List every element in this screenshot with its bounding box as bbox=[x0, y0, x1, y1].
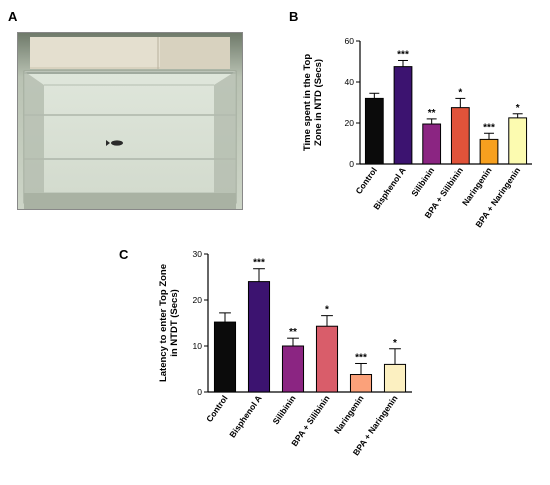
x-tick-label: Silibinin bbox=[270, 393, 297, 426]
y-tick-label: 30 bbox=[193, 249, 203, 259]
y-axis-label: Latency to enter Top Zonein NTDT (Secs) bbox=[158, 264, 180, 382]
bar bbox=[349, 374, 373, 393]
y-tick-label: 20 bbox=[193, 295, 203, 305]
bar bbox=[247, 281, 271, 393]
y-axis-label: Time spent in the TopZone in NTD (Secs) bbox=[302, 54, 324, 151]
bar bbox=[281, 345, 305, 393]
significance-label: *** bbox=[355, 352, 367, 363]
significance-label: * bbox=[458, 87, 462, 98]
y-tick-label: 60 bbox=[345, 36, 355, 46]
novel-tank-photo bbox=[17, 32, 243, 210]
bar bbox=[393, 66, 413, 165]
bar bbox=[213, 321, 237, 393]
significance-label: *** bbox=[483, 122, 495, 133]
significance-label: ** bbox=[428, 108, 436, 119]
novel-tank-illustration bbox=[18, 33, 242, 209]
bar bbox=[383, 363, 407, 393]
bar bbox=[422, 123, 442, 165]
fish-shape bbox=[111, 140, 123, 146]
bar bbox=[450, 107, 470, 165]
y-tick-label: 0 bbox=[349, 159, 354, 169]
chart-b: 0 20 40 60 Time spent in the TopZone in NTD … bbox=[302, 36, 532, 229]
significance-label: * bbox=[325, 305, 329, 316]
x-tick-label: Silibinin bbox=[409, 165, 436, 198]
significance-label: ** bbox=[289, 327, 297, 338]
bar bbox=[315, 325, 339, 393]
y-tick-label: 40 bbox=[345, 77, 355, 87]
significance-label: * bbox=[516, 103, 520, 114]
bar bbox=[508, 117, 528, 165]
bar bbox=[479, 138, 499, 165]
bar bbox=[364, 97, 384, 165]
significance-label: *** bbox=[397, 49, 409, 60]
y-tick-label: 20 bbox=[345, 118, 355, 128]
x-tick-label: Bisphenol A bbox=[227, 393, 263, 439]
x-tick-label: Naringenin bbox=[332, 393, 366, 435]
y-tick-label: 10 bbox=[193, 341, 203, 351]
x-tick-label: Control bbox=[204, 393, 230, 423]
panel-a-letter: A bbox=[8, 9, 18, 24]
panel-c-letter: C bbox=[119, 247, 129, 262]
significance-label: * bbox=[393, 338, 397, 349]
y-tick-label: 0 bbox=[197, 387, 202, 397]
significance-label: *** bbox=[253, 258, 265, 269]
x-tick-label: Control bbox=[353, 165, 379, 195]
chart-c: 0 10 20 30 Latency to enter Top Zonein NTDT … bbox=[158, 249, 412, 457]
panel-b-letter: B bbox=[289, 9, 299, 24]
